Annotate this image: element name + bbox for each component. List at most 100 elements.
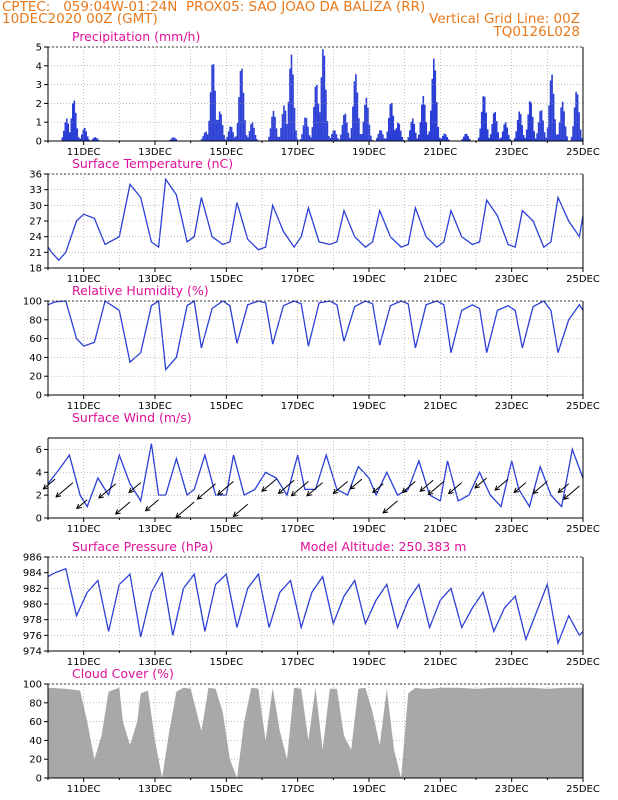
precip-bar xyxy=(464,134,466,141)
precip-bar xyxy=(570,136,573,141)
wind-arrow-head xyxy=(217,489,223,496)
precip-bar xyxy=(334,130,336,141)
precip-bar xyxy=(522,135,525,141)
precip-bar xyxy=(433,58,435,141)
wind-arrow-head xyxy=(557,487,564,494)
precip-bar xyxy=(346,122,348,141)
panel-1 xyxy=(44,173,584,272)
grid-line-note: Vertical Grid Line: 00Z xyxy=(429,11,580,27)
precip-bar xyxy=(364,104,366,141)
precip-bar xyxy=(566,136,568,141)
y-tick-label: 18 xyxy=(29,264,42,275)
y-tick-label: 100 xyxy=(23,297,42,308)
wind-arrow xyxy=(115,501,131,515)
precip-bar xyxy=(335,134,338,141)
precip-bar xyxy=(97,139,99,141)
precip-bar xyxy=(70,118,73,141)
x-tick-label: 19DEC xyxy=(352,274,386,285)
precip-bar xyxy=(256,139,258,141)
precip-bar xyxy=(82,129,85,141)
precip-bar xyxy=(485,112,487,141)
precip-bar xyxy=(281,114,284,141)
precip-bar xyxy=(376,137,378,141)
y-tick-label: 6 xyxy=(36,445,42,456)
precip-bar xyxy=(395,128,398,141)
precip-bar xyxy=(503,124,505,141)
y-tick-label: 80 xyxy=(29,315,42,326)
precip-bar xyxy=(576,94,579,141)
precip-bar xyxy=(492,113,495,141)
x-tick-label: 23DEC xyxy=(495,401,529,412)
precip-bar xyxy=(356,92,359,141)
x-tick-label: 13DEC xyxy=(138,401,172,412)
precip-bar xyxy=(579,129,582,141)
precip-bar xyxy=(284,110,287,141)
precip-bar xyxy=(283,105,285,141)
precip-bar xyxy=(169,139,171,141)
wind-arrow xyxy=(513,482,527,493)
precip-bar xyxy=(561,101,564,141)
x-tick-label: 13DEC xyxy=(138,524,172,535)
x-tick-label: 17DEC xyxy=(281,401,315,412)
wind-arrow xyxy=(175,501,195,518)
precip-bar xyxy=(542,120,544,141)
precip-bar xyxy=(250,124,252,141)
panel-title: Surface Pressure (hPa) xyxy=(72,539,213,554)
x-tick-label: 17DEC xyxy=(281,147,315,158)
x-tick-label: 19DEC xyxy=(352,657,386,668)
precip-bar xyxy=(361,134,363,141)
precip-bar xyxy=(271,116,273,141)
wind-arrow-head xyxy=(563,494,569,500)
x-tick-label: 17DEC xyxy=(281,524,315,535)
x-tick-label: 21DEC xyxy=(423,657,457,668)
precip-bar xyxy=(350,128,353,141)
precip-bar xyxy=(347,132,350,141)
y-tick-label: 0 xyxy=(36,391,42,402)
y-tick-label: 100 xyxy=(23,680,42,691)
wind-arrow xyxy=(43,478,56,490)
precip-bar xyxy=(353,81,356,141)
precip-bar xyxy=(218,111,221,141)
precip-bar xyxy=(400,130,402,141)
precip-bar xyxy=(63,130,65,141)
precip-bar xyxy=(564,126,567,141)
wind-arrow xyxy=(557,483,570,493)
y-tick-label: 60 xyxy=(29,717,42,728)
y-tick-label: 978 xyxy=(23,615,42,626)
altitude-annotation: Model Altitude: 250.383 m xyxy=(300,539,466,554)
y-tick-label: 27 xyxy=(29,217,42,228)
precip-bar xyxy=(203,132,206,141)
precip-bar xyxy=(572,126,574,141)
x-tick-label: 15DEC xyxy=(209,784,243,795)
wind-arrow xyxy=(402,481,416,493)
y-tick-label: 20 xyxy=(29,372,42,383)
x-tick-label: 11DEC xyxy=(67,524,101,535)
precip-bar xyxy=(236,123,239,141)
precip-bar xyxy=(202,136,204,141)
precip-bar xyxy=(172,137,174,141)
precip-bar xyxy=(206,134,209,141)
wind-arrow xyxy=(197,483,216,500)
precip-bar xyxy=(232,132,234,141)
y-tick-label: 40 xyxy=(29,353,42,364)
precip-bar xyxy=(442,135,444,141)
precip-bar xyxy=(355,74,357,141)
precip-bar xyxy=(418,134,420,141)
precip-bar xyxy=(431,78,434,141)
cloud-area xyxy=(48,687,583,778)
precip-bar xyxy=(325,89,327,141)
precip-bar xyxy=(436,102,438,141)
precip-bar xyxy=(488,137,490,141)
panel-2 xyxy=(44,299,584,399)
wind-arrow-head xyxy=(98,493,104,499)
precip-bar xyxy=(380,130,383,141)
y-tick-label: 36 xyxy=(29,170,42,181)
wind-arrow xyxy=(563,485,580,500)
x-tick-label: 11DEC xyxy=(67,657,101,668)
y-tick-label: 2 xyxy=(36,491,42,502)
precip-bar xyxy=(305,118,308,141)
precip-bar xyxy=(274,116,276,141)
precip-bar xyxy=(555,134,558,141)
precip-bar xyxy=(371,139,374,141)
precip-bar xyxy=(239,71,242,141)
